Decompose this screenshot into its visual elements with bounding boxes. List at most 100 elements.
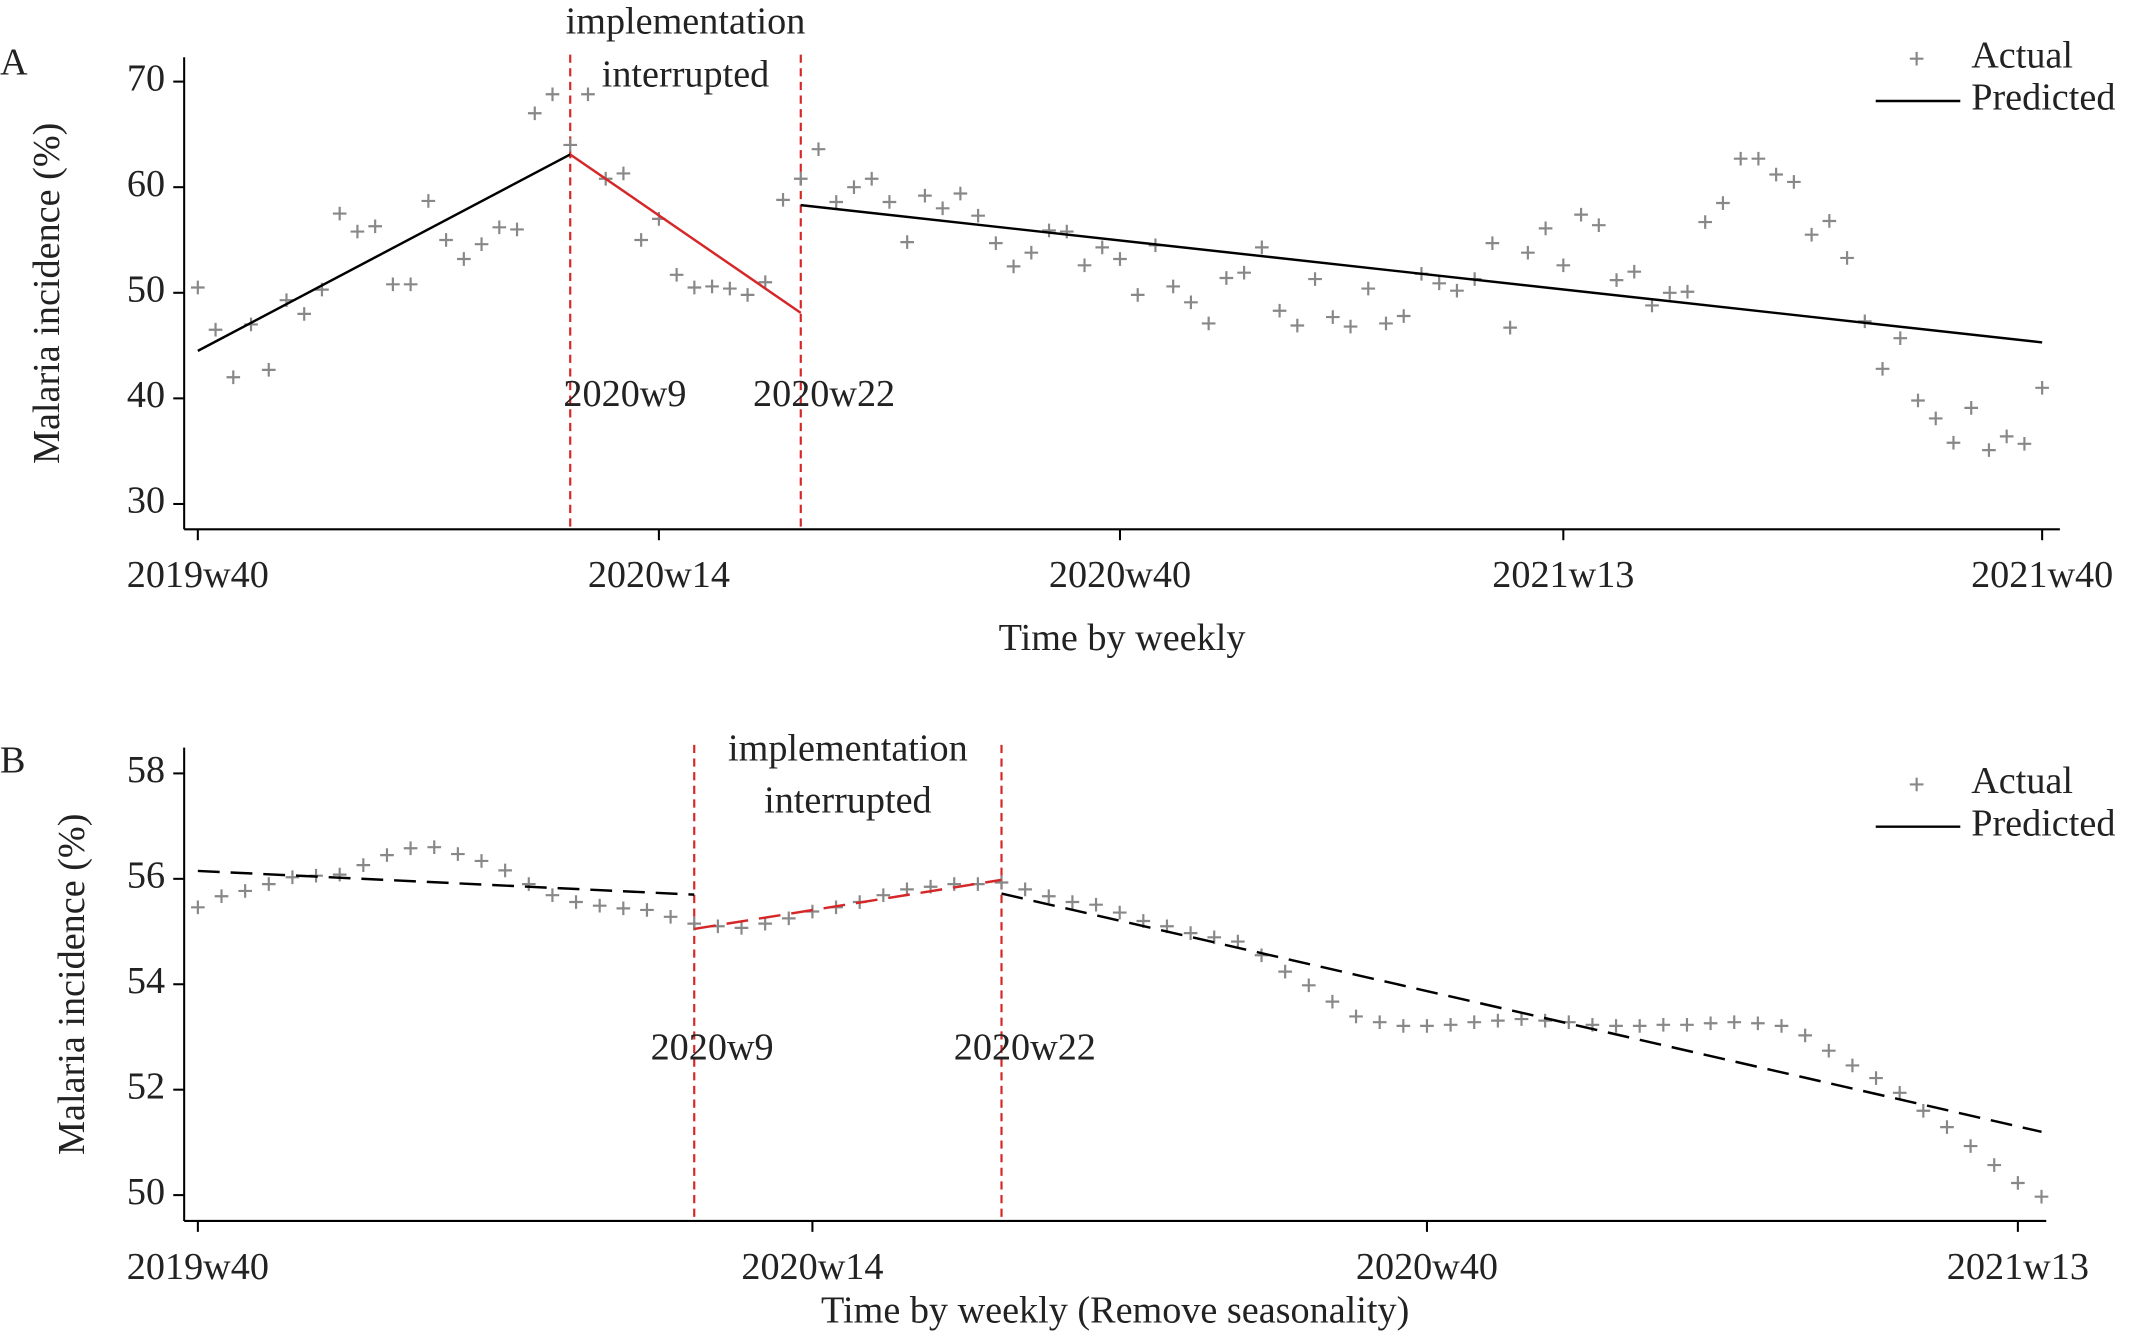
actual-point [1491,1013,1505,1028]
actual-point [1343,319,1358,334]
x-tick-label: 2019w40 [127,554,269,596]
actual-point [2011,1176,2025,1190]
actual-point [527,106,542,121]
actual-point [2034,1189,2049,1204]
actual-point [1822,214,1837,228]
intervention-label: 2020w22 [954,1026,1096,1068]
actual-point [723,281,737,296]
actual-point [1272,303,1287,318]
actual-point [1237,265,1251,280]
actual-point [1514,1012,1529,1026]
actual-point [1804,227,1819,242]
legend-marker [1909,51,1924,66]
actual-point [545,87,560,102]
actual-point [1130,288,1145,302]
actual-point [1662,285,1677,300]
actual-point [776,193,790,207]
actual-point [847,180,861,195]
actual-point [935,201,950,216]
y-tick-label: 58 [127,749,165,791]
actual-point [350,224,365,239]
actual-point [563,138,578,152]
actual-point [740,288,755,302]
actual-point [1798,1028,1812,1043]
actual-point [1349,1009,1363,1024]
actual-point [811,142,826,156]
actual-point [427,840,442,855]
actual-point [1184,295,1198,310]
actual-point [1219,271,1234,285]
annotation: interrupted [602,54,770,96]
actual-point [1325,994,1340,1009]
actual-point [1928,411,1943,426]
actual-point [1627,264,1642,279]
actual-point [190,280,205,295]
actual-point [1591,218,1606,233]
actual-point [498,863,512,878]
actual-point [1450,283,1464,298]
actual-point [1467,1015,1482,1030]
actual-point [1892,1086,1907,1100]
actual-point [1787,175,1801,189]
legend-marker [1909,777,1924,792]
y-tick-label: 40 [127,374,165,416]
actual-point [663,909,678,924]
actual-point [989,236,1003,250]
intervention-label: 2020w9 [651,1026,774,1068]
actual-point [1987,1158,2002,1172]
actual-point [214,889,229,904]
actual-point [1024,245,1039,260]
actual-point [2017,436,2032,451]
panel-label: B [0,740,25,782]
legend-label: Predicted [1971,77,2115,119]
actual-point [882,195,897,209]
actual-point [1656,1018,1671,1032]
actual-point [1255,240,1269,255]
actual-point [669,268,684,282]
actual-point [439,233,453,247]
actual-point [1680,1018,1694,1032]
actual-point [900,235,914,249]
actual-point [1183,926,1198,940]
y-tick-label: 60 [127,163,165,205]
x-tick-label: 2021w13 [1492,554,1634,596]
actual-point [1112,905,1127,920]
actual-point [640,903,654,917]
actual-point [1095,240,1110,255]
actual-point [261,877,276,891]
actual-point [261,363,276,377]
x-axis-label: Time by weekly (Remove seasonality) [821,1289,1409,1331]
actual-point [569,895,583,909]
actual-point [793,171,808,186]
x-tick-label: 2020w40 [1049,554,1191,596]
y-tick-label: 50 [127,269,165,311]
actual-point [758,916,772,931]
actual-point [1751,1016,1765,1031]
x-tick-label: 2020w14 [741,1246,883,1288]
actual-point [1308,272,1322,286]
x-axis-label: Time by weekly [999,617,1246,659]
actual-point [1538,221,1553,236]
actual-point [1609,273,1624,287]
actual-point [1538,1013,1552,1028]
actual-point [1485,236,1500,250]
actual-point [1982,443,1996,457]
y-tick-label: 52 [127,1065,165,1107]
annotation: interrupted [764,779,932,821]
actual-point [1301,978,1316,993]
actual-point [918,188,932,203]
actual-point [457,252,471,266]
actual-point [971,208,985,223]
actual-point [1503,320,1517,335]
actual-point [1089,897,1103,912]
x-tick-label: 2019w40 [127,1246,269,1288]
actual-point [238,884,252,898]
actual-point [1716,196,1730,210]
actual-point [368,219,382,234]
actual-point [953,186,968,201]
actual-point [1325,310,1340,324]
y-tick-label: 54 [127,960,165,1002]
actual-point [332,206,347,221]
